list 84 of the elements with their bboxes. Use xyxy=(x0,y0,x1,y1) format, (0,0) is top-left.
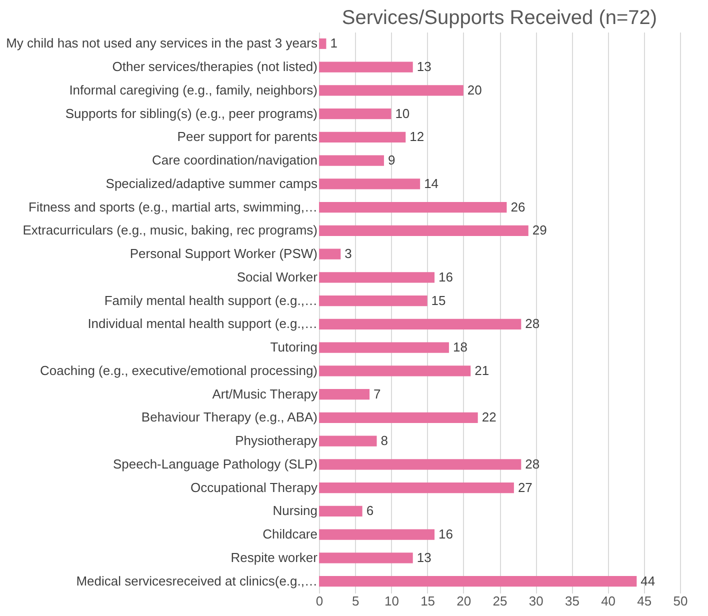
y-tick-label: Medical servicesreceived at clinics(e.g.,… xyxy=(76,573,318,588)
bar xyxy=(319,506,362,516)
bar xyxy=(319,296,428,306)
bar xyxy=(319,38,326,49)
x-tick-label: 10 xyxy=(384,594,399,608)
bar xyxy=(319,202,507,213)
data-label: 13 xyxy=(416,59,432,74)
y-tick-label: Specialized/adaptive summer camps xyxy=(106,176,318,191)
x-tick-label: 20 xyxy=(456,594,472,608)
data-label: 1 xyxy=(330,36,338,51)
y-tick-label: Physiotherapy xyxy=(235,433,318,448)
y-tick-label: Informal caregiving (e.g., family, neighbors) xyxy=(69,82,318,98)
data-label: 22 xyxy=(482,410,496,425)
bar xyxy=(319,552,413,564)
bar xyxy=(319,576,637,587)
data-label: 9 xyxy=(388,152,396,168)
y-tick-label: My child has not used any services in the past 3 years xyxy=(6,36,318,51)
x-tick-label: 35 xyxy=(564,594,580,608)
data-label: 27 xyxy=(518,480,532,495)
y-tick-label: Respite worker xyxy=(230,550,318,565)
y-tick-label: Family mental health support (e.g.,… xyxy=(104,292,318,308)
bar xyxy=(319,412,478,423)
y-tick-label: Extracurriculars (e.g., music, baking, rec programs) xyxy=(22,222,318,238)
y-tick-label: Care coordination/navigation xyxy=(152,152,318,168)
data-label: 16 xyxy=(438,269,453,284)
bar xyxy=(319,366,471,376)
data-label: 12 xyxy=(410,129,424,144)
bar xyxy=(319,482,514,494)
data-label: 21 xyxy=(474,362,490,378)
bar xyxy=(319,85,464,96)
data-label: 44 xyxy=(640,573,656,588)
bar xyxy=(319,62,413,72)
bar xyxy=(319,225,528,236)
data-label: 16 xyxy=(438,526,453,542)
y-tick-label: Social Worker xyxy=(236,269,318,284)
data-label: 6 xyxy=(366,503,374,518)
y-tick-label: Speech-Language Pathology (SLP) xyxy=(112,456,318,472)
bar xyxy=(319,178,420,190)
y-tick-label: Art/Music Therapy xyxy=(212,386,318,402)
data-label: 20 xyxy=(467,82,482,98)
data-label: 28 xyxy=(525,456,540,472)
x-tick-label: 0 xyxy=(316,594,324,608)
bar xyxy=(319,318,522,330)
x-tick-label: 15 xyxy=(420,594,436,608)
y-tick-label: Tutoring xyxy=(270,340,318,355)
bar xyxy=(319,132,406,142)
chart-title: Services/Supports Received (n=72) xyxy=(342,7,658,29)
bar xyxy=(319,108,392,120)
bar xyxy=(319,529,435,540)
bar xyxy=(319,272,435,283)
x-tick-label: 5 xyxy=(352,594,360,608)
data-label: 26 xyxy=(510,199,526,214)
x-tick-label: 45 xyxy=(637,594,652,608)
data-label: 15 xyxy=(431,292,446,308)
x-tick-label: 30 xyxy=(528,594,544,608)
y-tick-label: Coaching (e.g., executive/emotional processing) xyxy=(40,362,318,378)
data-label: 3 xyxy=(344,246,352,262)
bar xyxy=(319,248,341,260)
data-label: 14 xyxy=(424,176,439,191)
data-label: 7 xyxy=(374,386,381,402)
y-tick-label: Behaviour Therapy (e.g., ABA) xyxy=(141,410,318,425)
data-label: 18 xyxy=(452,340,468,355)
x-tick-label: 25 xyxy=(492,594,508,608)
y-tick-label: Individual mental health support (e.g.,… xyxy=(88,316,318,332)
y-tick-label: Personal Support Worker (PSW) xyxy=(130,246,318,262)
bar xyxy=(319,342,449,353)
data-label: 28 xyxy=(525,316,540,332)
y-tick-label: Peer support for parents xyxy=(177,129,318,144)
data-label: 10 xyxy=(395,106,410,121)
y-tick-label: Nursing xyxy=(272,503,318,518)
bar xyxy=(319,459,522,470)
data-label: 13 xyxy=(416,550,432,565)
bar xyxy=(319,155,384,166)
bar xyxy=(319,389,370,400)
data-label: 8 xyxy=(380,433,388,448)
bar xyxy=(319,436,377,446)
x-tick-label: 40 xyxy=(601,594,616,608)
y-tick-label: Other services/therapies (not listed) xyxy=(112,59,318,74)
y-tick-label: Childcare xyxy=(262,526,318,542)
y-tick-label: Occupational Therapy xyxy=(190,480,318,495)
y-tick-label: Supports for sibling(s) (e.g., peer programs) xyxy=(65,106,318,121)
y-tick-label: Fitness and sports (e.g., martial arts, swimming,… xyxy=(28,199,318,214)
x-tick-label: 50 xyxy=(673,594,688,608)
data-label: 29 xyxy=(532,222,547,238)
